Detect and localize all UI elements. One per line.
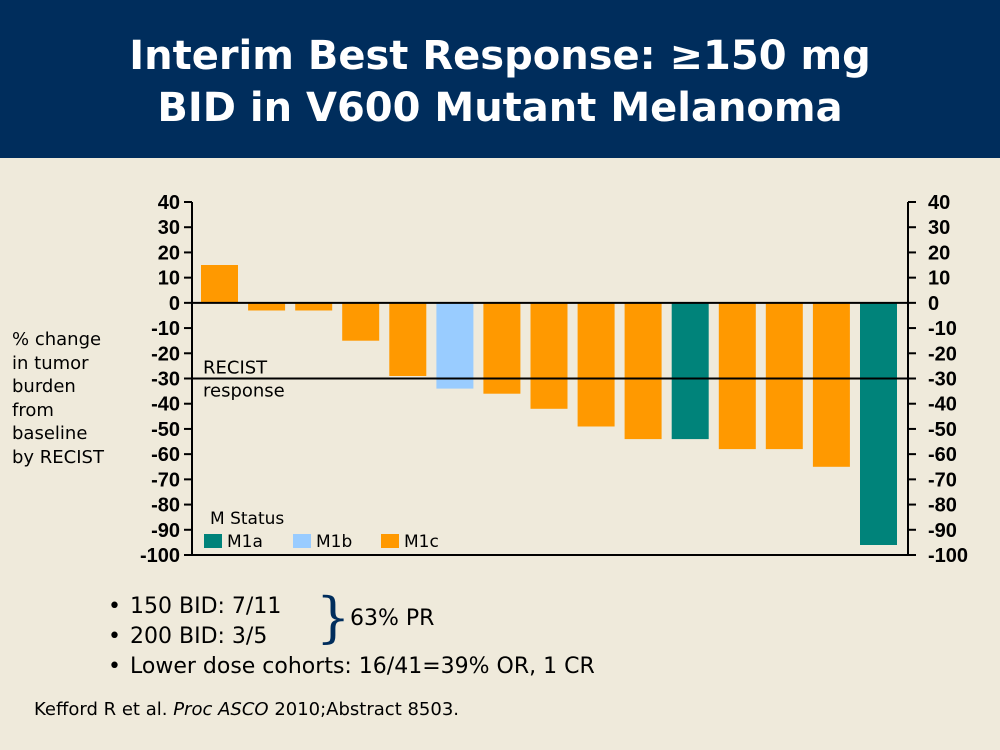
left-tick-label: 20	[158, 242, 180, 264]
bar-m1c	[389, 302, 427, 376]
y-axis-label-line: % change	[12, 329, 102, 350]
recist-label-line: response	[203, 381, 285, 402]
curly-brace: }	[316, 586, 351, 649]
right-tick-label: 40	[928, 192, 950, 214]
title-bar: Interim Best Response: ≥150 mg BID in V6…	[0, 0, 1000, 158]
bullet-dot: •	[108, 624, 121, 649]
right-tick-label: -40	[928, 394, 957, 416]
y-axis-label-line: in tumor	[12, 352, 89, 374]
left-tick-label: 0	[169, 293, 180, 315]
bar-m1c	[624, 302, 662, 440]
legend-label-m1a: M1a	[227, 532, 263, 552]
right-tick-label: -70	[928, 469, 957, 491]
right-tick-label: -80	[928, 495, 957, 517]
bar-m1c	[483, 302, 521, 394]
slide-title-line-2: BID in V600 Mutant Melanoma	[157, 85, 843, 131]
y-axis-label-line: burden	[12, 376, 76, 397]
legend-swatch-m1b	[293, 534, 311, 548]
y-axis-label-line: by RECIST	[12, 446, 104, 468]
right-tick-label: -50	[928, 419, 957, 441]
left-tick-label: -20	[151, 343, 180, 365]
legend-swatch-m1c	[381, 534, 399, 548]
citation: Kefford R et al. Proc ASCO 2010;Abstract…	[34, 699, 459, 720]
right-tick-label: 10	[928, 268, 950, 290]
legend-label-m1c: M1c	[404, 532, 439, 552]
bullet-lower-dose-text: Lower dose cohorts: 16/41=39% OR, 1 CR	[130, 654, 595, 679]
bar-m1c	[201, 265, 238, 303]
bullet-150-bid-text: 150 BID: 7/11	[130, 594, 282, 619]
right-tick-label: -10	[928, 318, 957, 340]
left-tick-label: -90	[151, 520, 180, 542]
recist-label-line: RECIST	[203, 358, 268, 379]
bar-m1b	[436, 302, 474, 389]
pr-rate-text: 63% PR	[350, 606, 435, 631]
y-axis-label: % change in tumor burden from baseline by REC…	[12, 328, 122, 469]
bar-m1a	[671, 302, 709, 440]
right-tick-label: -60	[928, 444, 957, 466]
left-tick-label: -40	[151, 394, 180, 416]
citation-authors: Kefford R et al.	[34, 699, 168, 720]
right-tick-label: 30	[928, 217, 950, 239]
slide-title-line-1: Interim Best Response: ≥150 mg	[129, 33, 871, 79]
right-tick-label: 0	[928, 293, 939, 315]
legend-label-m1b: M1b	[316, 532, 352, 552]
citation-journal: Proc ASCO	[173, 699, 269, 720]
right-tick-label: -30	[928, 369, 957, 391]
right-tick-label: -20	[928, 343, 957, 365]
legend-swatch-m1a	[204, 534, 222, 548]
bar-m1c	[248, 302, 286, 311]
bar-m1c	[577, 302, 615, 427]
left-tick-label: -60	[151, 444, 180, 466]
left-tick-label: -70	[151, 469, 180, 491]
bar-m1c	[295, 302, 333, 311]
citation-details: 2010;Abstract 8503.	[274, 699, 459, 720]
right-tick-label: -90	[928, 520, 957, 542]
left-tick-label: -10	[151, 318, 180, 340]
bullet-200-bid-text: 200 BID: 3/5	[130, 624, 268, 649]
bullet-200-bid: • 200 BID: 3/5	[108, 622, 267, 652]
left-tick-label: -30	[151, 369, 180, 391]
right-tick-label: -100	[928, 545, 968, 567]
left-tick-label: -50	[151, 419, 180, 441]
right-tick-label: 20	[928, 242, 950, 264]
y-axis-label-line: from	[12, 399, 54, 421]
bar-m1a	[860, 302, 897, 545]
left-tick-label: -100	[140, 545, 180, 567]
bullet-lower-dose: • Lower dose cohorts: 16/41=39% OR, 1 CR	[108, 652, 595, 682]
bar-m1c	[812, 302, 850, 467]
bar-m1c	[342, 302, 380, 341]
left-tick-label: -80	[151, 495, 180, 517]
left-tick-label: 40	[158, 192, 180, 214]
left-tick-label: 30	[158, 217, 180, 239]
legend-title: M Status	[210, 509, 284, 529]
left-tick-label: 10	[158, 268, 180, 290]
bullet-150-bid: • 150 BID: 7/11	[108, 592, 281, 622]
bar-m1c	[718, 302, 756, 450]
bar-m1c	[765, 302, 803, 450]
bar-m1c	[530, 302, 568, 409]
bullet-dot: •	[108, 654, 121, 679]
y-axis-label-line: baseline	[12, 423, 88, 444]
bullet-dot: •	[108, 594, 121, 619]
